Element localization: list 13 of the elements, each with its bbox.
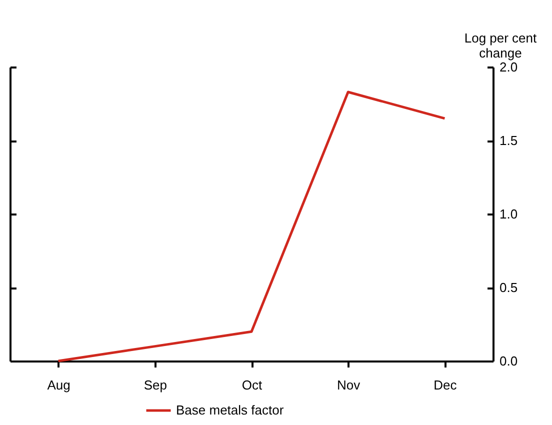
y-tick-label: 1.0 bbox=[500, 206, 518, 222]
x-tick-label: Aug bbox=[47, 378, 70, 392]
y-axis-title: Log per cent change bbox=[464, 30, 538, 60]
y-tick-label: 0.5 bbox=[500, 280, 518, 295]
y-tick-label: 1.5 bbox=[500, 133, 518, 148]
x-tick-label: Nov bbox=[337, 378, 361, 392]
x-tick-label: Dec bbox=[434, 378, 458, 392]
x-tick-label: Sep bbox=[144, 378, 167, 392]
legend-label: Base metals factor bbox=[176, 402, 284, 418]
line-series bbox=[57, 90, 446, 362]
y-tick-label: 2.0 bbox=[500, 60, 518, 74]
y-tick-label: 0.0 bbox=[500, 354, 518, 368]
x-tick-label: Oct bbox=[242, 378, 262, 392]
